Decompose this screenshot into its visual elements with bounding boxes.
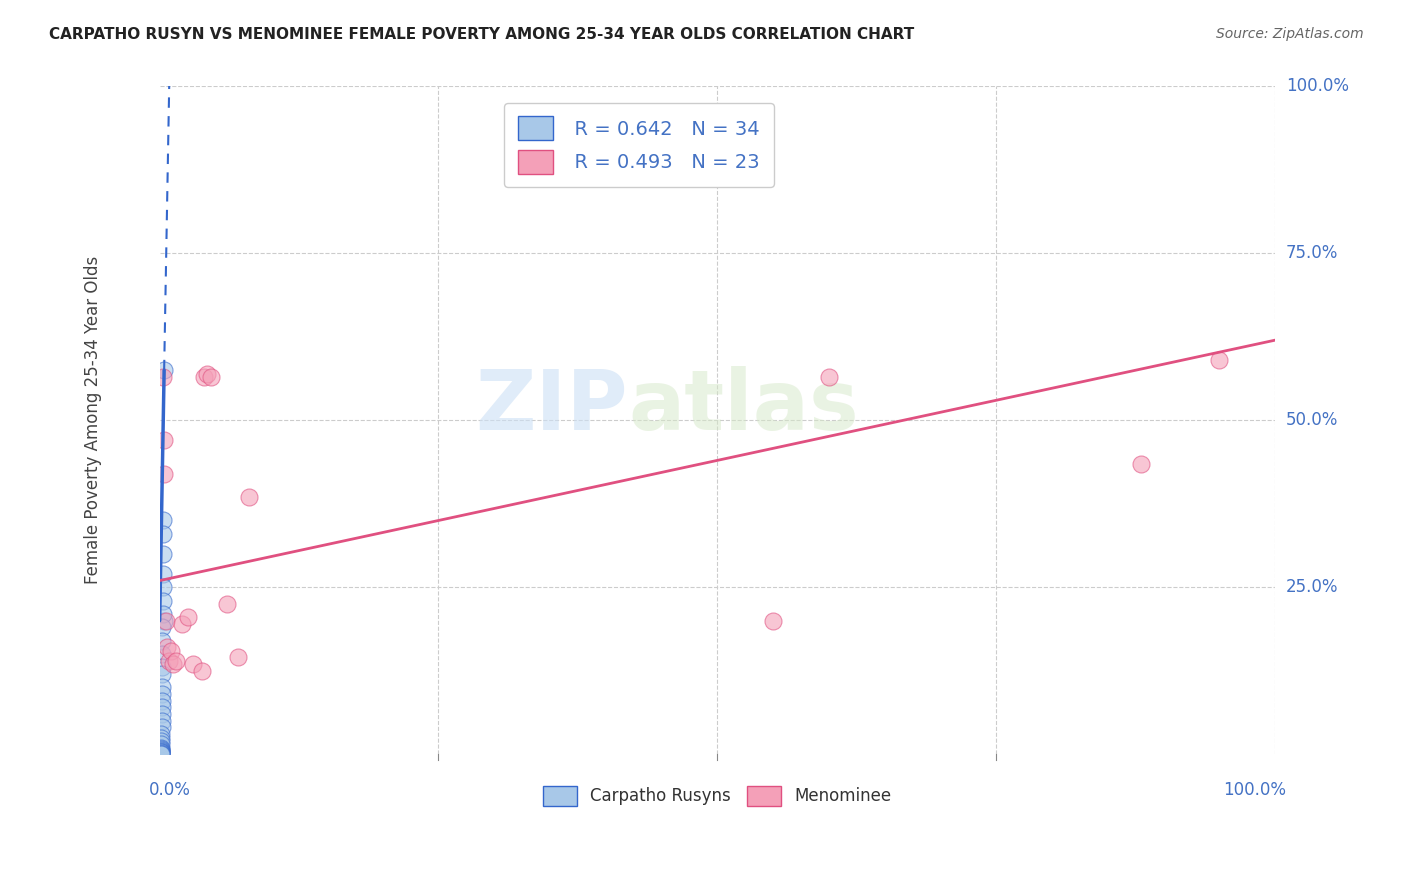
Point	[150, 620, 173, 634]
Point	[170, 617, 193, 632]
Text: Source: ZipAtlas.com: Source: ZipAtlas.com	[1216, 27, 1364, 41]
Point	[150, 667, 173, 681]
Point	[152, 580, 174, 594]
Point	[153, 434, 176, 448]
Point	[149, 746, 172, 760]
Point	[152, 514, 174, 528]
Text: Female Poverty Among 25-34 Year Olds: Female Poverty Among 25-34 Year Olds	[84, 256, 101, 584]
Point	[149, 734, 172, 748]
Point	[200, 370, 222, 384]
Point	[150, 681, 173, 695]
Point	[152, 566, 174, 581]
Text: 50.0%: 50.0%	[1286, 411, 1339, 429]
Point	[155, 614, 177, 628]
Point	[150, 700, 173, 714]
Point	[156, 640, 179, 655]
Point	[153, 614, 176, 628]
Text: 0.0%: 0.0%	[149, 780, 190, 799]
Point	[193, 370, 215, 384]
Point	[153, 363, 176, 377]
Point	[176, 610, 198, 624]
Point	[226, 650, 249, 665]
Point	[150, 707, 173, 722]
Point	[149, 727, 172, 741]
Point	[152, 526, 174, 541]
Point	[149, 747, 172, 762]
Point	[149, 740, 172, 755]
Point	[149, 747, 172, 761]
Point	[150, 687, 173, 701]
Point	[817, 370, 839, 384]
Point	[149, 744, 172, 758]
Point	[149, 737, 172, 751]
Point	[150, 633, 173, 648]
Point	[149, 745, 172, 759]
Point	[160, 643, 183, 657]
Point	[191, 664, 214, 678]
Point	[162, 657, 184, 671]
Point	[165, 654, 187, 668]
Point	[762, 614, 785, 628]
Point	[238, 490, 260, 504]
Point	[152, 607, 174, 621]
Point	[149, 743, 172, 757]
Point	[149, 745, 172, 759]
Point	[152, 547, 174, 561]
Point	[195, 367, 218, 381]
Text: CARPATHO RUSYN VS MENOMINEE FEMALE POVERTY AMONG 25-34 YEAR OLDS CORRELATION CHA: CARPATHO RUSYN VS MENOMINEE FEMALE POVER…	[49, 27, 914, 42]
Text: 25.0%: 25.0%	[1286, 578, 1339, 596]
Legend: Carpatho Rusyns, Menominee: Carpatho Rusyns, Menominee	[537, 779, 898, 813]
Point	[157, 654, 180, 668]
Point	[215, 597, 238, 611]
Point	[150, 694, 173, 708]
Text: 100.0%: 100.0%	[1223, 780, 1286, 799]
Point	[152, 593, 174, 607]
Point	[150, 647, 173, 661]
Point	[149, 742, 172, 756]
Point	[1208, 353, 1230, 368]
Point	[153, 467, 176, 481]
Text: 100.0%: 100.0%	[1286, 78, 1350, 95]
Point	[149, 731, 172, 745]
Point	[150, 714, 173, 728]
Point	[150, 660, 173, 674]
Text: atlas: atlas	[628, 367, 859, 448]
Point	[181, 657, 204, 671]
Point	[150, 721, 173, 735]
Text: ZIP: ZIP	[475, 367, 628, 448]
Text: 75.0%: 75.0%	[1286, 244, 1339, 262]
Point	[1130, 457, 1153, 471]
Point	[152, 370, 174, 384]
